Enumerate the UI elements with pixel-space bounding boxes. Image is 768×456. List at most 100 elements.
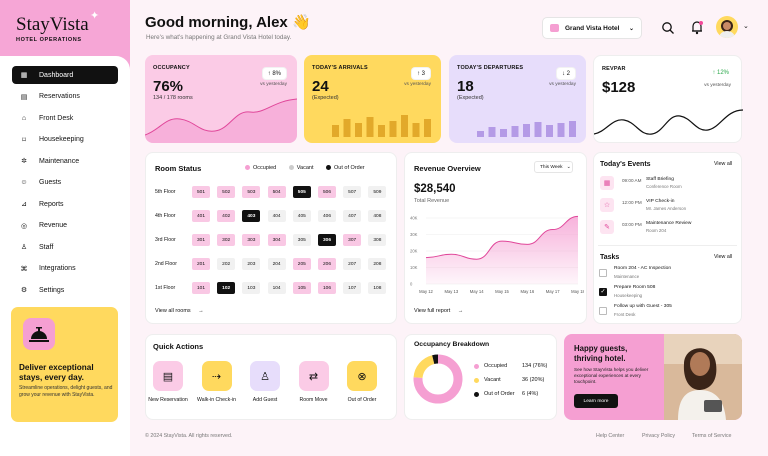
footer-privacy-policy-link[interactable]: Privacy Policy [642,433,675,439]
hotel-name: Grand Vista Hotel [565,24,620,32]
room-tile[interactable]: 305 [292,234,311,246]
footer-help-center-link[interactable]: Help Center [596,433,625,439]
room-tile[interactable]: 506 [318,186,336,198]
quick-action-out-of-order[interactable]: ⊗ [347,361,377,391]
hotel-icon [550,24,559,32]
sidebar-item-label: Housekeeping [39,136,84,143]
sidebar-item-reports[interactable]: ⊿ Reports [12,195,118,213]
sparkline-bar [523,124,530,137]
room-tile[interactable]: 106 [318,282,336,294]
room-tile[interactable]: 202 [217,258,236,270]
sidebar-item-maintenance[interactable]: ✲ Maintenance [12,152,118,170]
event-title[interactable]: Staff Briefing [646,177,674,182]
event-title[interactable]: VIP Check-in [646,199,675,204]
room-tile[interactable]: 205 [292,258,311,270]
notification-bell-icon[interactable] [690,20,704,35]
quick-action-add-guest[interactable]: ♙ [250,361,280,391]
room-tile[interactable]: 105 [292,282,311,294]
sidebar-item-housekeeping[interactable]: ⌑ Housekeeping [12,131,118,149]
room-tile[interactable]: 101 [192,282,210,294]
room-tile[interactable]: 103 [242,282,261,294]
quick-action-room-move[interactable]: ⇄ [298,361,329,391]
sidebar-item-guests[interactable]: ☺ Guests [12,174,118,192]
room-tile[interactable]: 302 [217,234,236,246]
room-tile[interactable]: 501 [192,186,210,198]
sidebar-item-label: Reservations [39,93,80,100]
room-tile[interactable]: 201 [192,258,210,270]
events-view-all-link[interactable]: View all [714,161,733,167]
room-tile[interactable]: 407 [343,210,362,222]
view-all-rooms-link[interactable]: View all rooms → [155,308,204,314]
quick-action-walk-in-check-in[interactable]: ⇢ [201,361,232,391]
room-tile[interactable]: 301 [192,234,210,246]
avatar[interactable] [716,16,738,38]
sidebar-item-label: Integrations [39,265,76,272]
quick-action-new-reservation[interactable]: ▤ [153,361,183,391]
sparkline-bar [401,115,408,137]
search-icon[interactable] [661,21,675,35]
sidebar-item-revenue[interactable]: ◎ Revenue [12,217,118,235]
room-tile[interactable]: 505 [292,186,311,198]
room-tile[interactable]: 404 [267,210,286,222]
event-subtitle: Mr. James Anderson [646,206,687,211]
room-tile[interactable]: 107 [343,282,362,294]
task-checkbox[interactable]: ✓ [599,288,607,296]
room-tile[interactable]: 102 [217,282,236,294]
occupancy-breakdown-title: Occupancy Breakdown [414,341,490,348]
room-tile[interactable]: 206 [318,258,336,270]
room-tile[interactable]: 507 [343,186,362,198]
sidebar-item-integrations[interactable]: ⌘ Integrations [12,260,118,278]
x-tick-label: May 17 [546,289,560,294]
room-tile[interactable]: 207 [343,258,362,270]
room-tile[interactable]: 401 [192,210,210,222]
room-tile[interactable]: 504 [267,186,286,198]
footer-copyright: © 2024 StayVista. All rights reserved. [145,433,233,439]
room-tile[interactable]: 306 [318,234,336,246]
hotel-selector[interactable]: Grand Vista Hotel ⌄ [542,17,642,39]
out-of-order-icon: ⊗ [357,370,367,383]
page-title: Good morning, Alex 👋 [145,14,311,31]
chevron-down-icon[interactable]: ⌄ [743,23,749,30]
room-tile[interactable]: 503 [242,186,261,198]
legend-out-of-order: Out of Order [326,165,365,171]
event-title[interactable]: Maintenance Review [646,221,692,226]
range-dropdown[interactable]: This Week ⌄ [534,161,573,173]
room-tile[interactable]: 104 [267,282,286,294]
sidebar-item-reservations[interactable]: ▤ Reservations [12,88,118,106]
view-full-report-link[interactable]: View full report → [414,308,464,314]
room-tile[interactable]: 304 [267,234,286,246]
event-subtitle: Room 204 [646,228,667,233]
room-tile[interactable]: 208 [368,258,387,270]
room-tile[interactable]: 405 [292,210,311,222]
room-tile[interactable]: 408 [368,210,387,222]
task-checkbox[interactable] [599,269,607,277]
quick-action-label: Out of Order [347,397,377,403]
footer-terms-link[interactable]: Terms of Service [692,433,732,439]
room-tile[interactable]: 402 [217,210,236,222]
room-tile[interactable]: 502 [217,186,236,198]
task-checkbox[interactable] [599,307,607,315]
wrench-icon: ✎ [600,220,614,234]
tasks-view-all-link[interactable]: View all [714,254,733,260]
receptionist-photo [664,334,742,420]
sparkline-bar [389,121,397,137]
task-subtitle: Housekeeping [614,293,643,298]
room-tile[interactable]: 403 [242,210,261,222]
sidebar-item-settings[interactable]: ⚙ Settings [12,281,118,299]
room-tile[interactable]: 303 [242,234,261,246]
events-title: Today's Events [600,161,651,168]
sidebar-item-dashboard[interactable]: ▦ Dashboard [12,66,118,84]
room-tile[interactable]: 406 [318,210,336,222]
room-tile[interactable]: 509 [368,186,387,198]
sidebar-item-staff[interactable]: ♙ Staff [12,238,118,256]
room-tile[interactable]: 307 [343,234,362,246]
room-tile[interactable]: 203 [242,258,261,270]
sidebar-item-front-desk[interactable]: ⌂ Front Desk [12,109,118,127]
room-tile[interactable]: 204 [267,258,286,270]
sidebar-item-label: Staff [39,243,54,251]
learn-more-button[interactable]: Learn more [574,394,618,408]
room-tile[interactable]: 108 [368,282,387,294]
room-tile[interactable]: 308 [368,234,387,246]
kpi-delta-badge: ↓ 2 [555,67,576,80]
sidebar-item-label: Revenue [39,222,68,229]
